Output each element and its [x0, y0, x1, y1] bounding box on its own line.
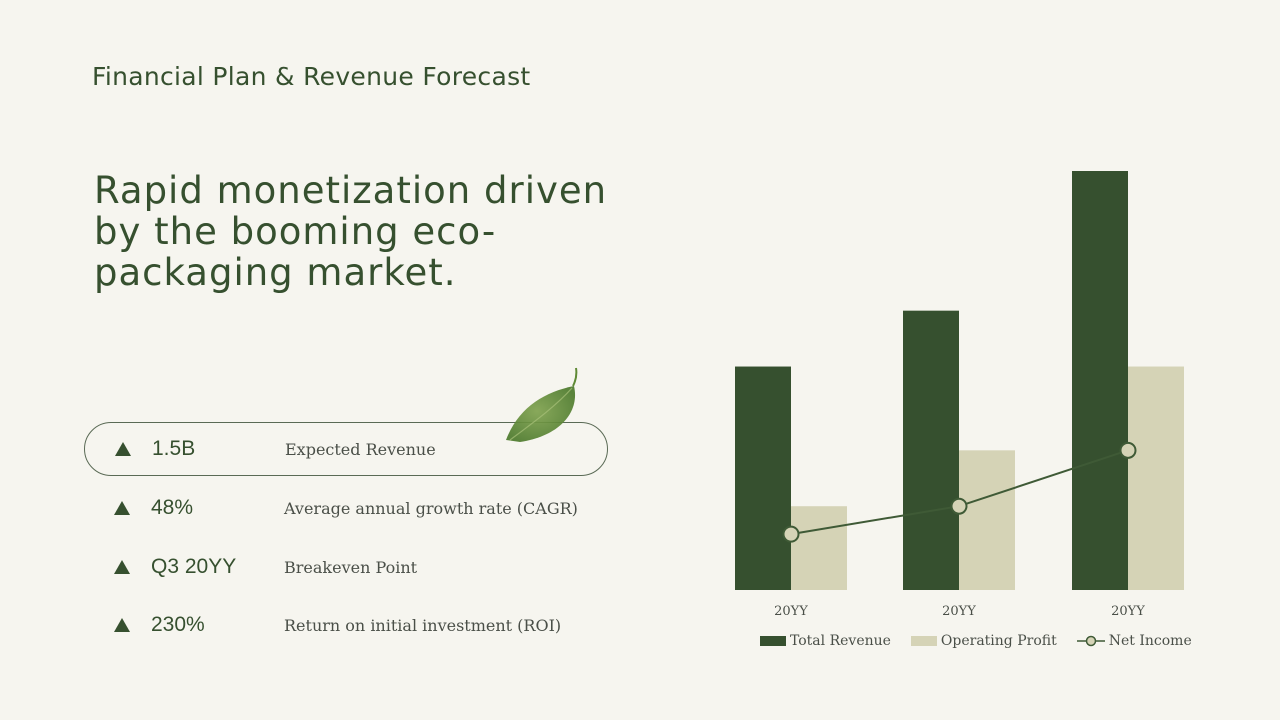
category-label-2: 20YY: [1111, 604, 1145, 619]
metric-label: Breakeven Point: [284, 557, 418, 577]
bar-operating-profit-0[interactable]: [791, 506, 847, 590]
bar-total-revenue-0[interactable]: [735, 366, 791, 590]
net-income-point-1[interactable]: [950, 497, 968, 515]
legend-item-total-revenue[interactable]: Total Revenue: [760, 633, 891, 649]
net-income-point-2[interactable]: [1119, 441, 1137, 459]
metric-label: Expected Revenue: [285, 439, 436, 459]
legend-label: Operating Profit: [940, 633, 1057, 649]
legend-item-operating-profit[interactable]: Operating Profit: [910, 633, 1057, 649]
bar-total-revenue-2[interactable]: [1072, 171, 1128, 590]
category-label-0: 20YY: [774, 604, 808, 619]
bar-operating-profit-2[interactable]: [1128, 366, 1184, 590]
series-operating-profit: [791, 366, 1184, 590]
legend-label: Net Income: [1108, 633, 1192, 649]
metric-value: 1.5B: [152, 437, 196, 460]
metric-row-cagr[interactable]: 48% Average annual growth rate (CAGR): [84, 481, 608, 535]
legend-label: Total Revenue: [790, 633, 891, 649]
metric-label: Return on initial investment (ROI): [284, 615, 562, 635]
triangle-up-icon: [114, 618, 130, 632]
metric-value: 48%: [151, 496, 194, 519]
triangle-up-icon: [115, 442, 131, 456]
series-total-revenue: [735, 171, 1128, 590]
headline: Rapid monetization driven by the booming…: [94, 169, 608, 294]
legend-swatch-beige: [910, 636, 937, 646]
line-marker-icon: [1076, 635, 1105, 647]
legend-item-net-income[interactable]: Net Income: [1076, 633, 1192, 649]
slide-title: Financial Plan & Revenue Forecast: [92, 62, 531, 91]
bar-line-chart: 20YY 20YY 20YY: [735, 171, 1184, 619]
triangle-up-icon: [114, 501, 130, 515]
metric-row-expected-revenue[interactable]: 1.5B Expected Revenue: [84, 422, 608, 476]
series-net-income: [782, 441, 1137, 543]
metric-value: Q3 20YY: [151, 555, 237, 578]
category-label-1: 20YY: [942, 604, 976, 619]
net-income-point-0[interactable]: [782, 525, 800, 543]
legend-swatch-dark: [760, 636, 786, 646]
metric-label: Average annual growth rate (CAGR): [284, 498, 578, 518]
metric-row-breakeven[interactable]: Q3 20YY Breakeven Point: [84, 540, 608, 594]
leaf-icon: [506, 367, 578, 442]
chart-legend: Total Revenue Operating Profit Net Incom…: [760, 632, 1192, 650]
category-labels: 20YY 20YY 20YY: [774, 604, 1145, 619]
metric-row-roi[interactable]: 230% Return on initial investment (ROI): [84, 598, 608, 652]
triangle-up-icon: [114, 560, 130, 574]
bar-operating-profit-1[interactable]: [959, 450, 1015, 590]
bar-total-revenue-1[interactable]: [903, 310, 959, 590]
metric-value: 230%: [151, 613, 205, 636]
